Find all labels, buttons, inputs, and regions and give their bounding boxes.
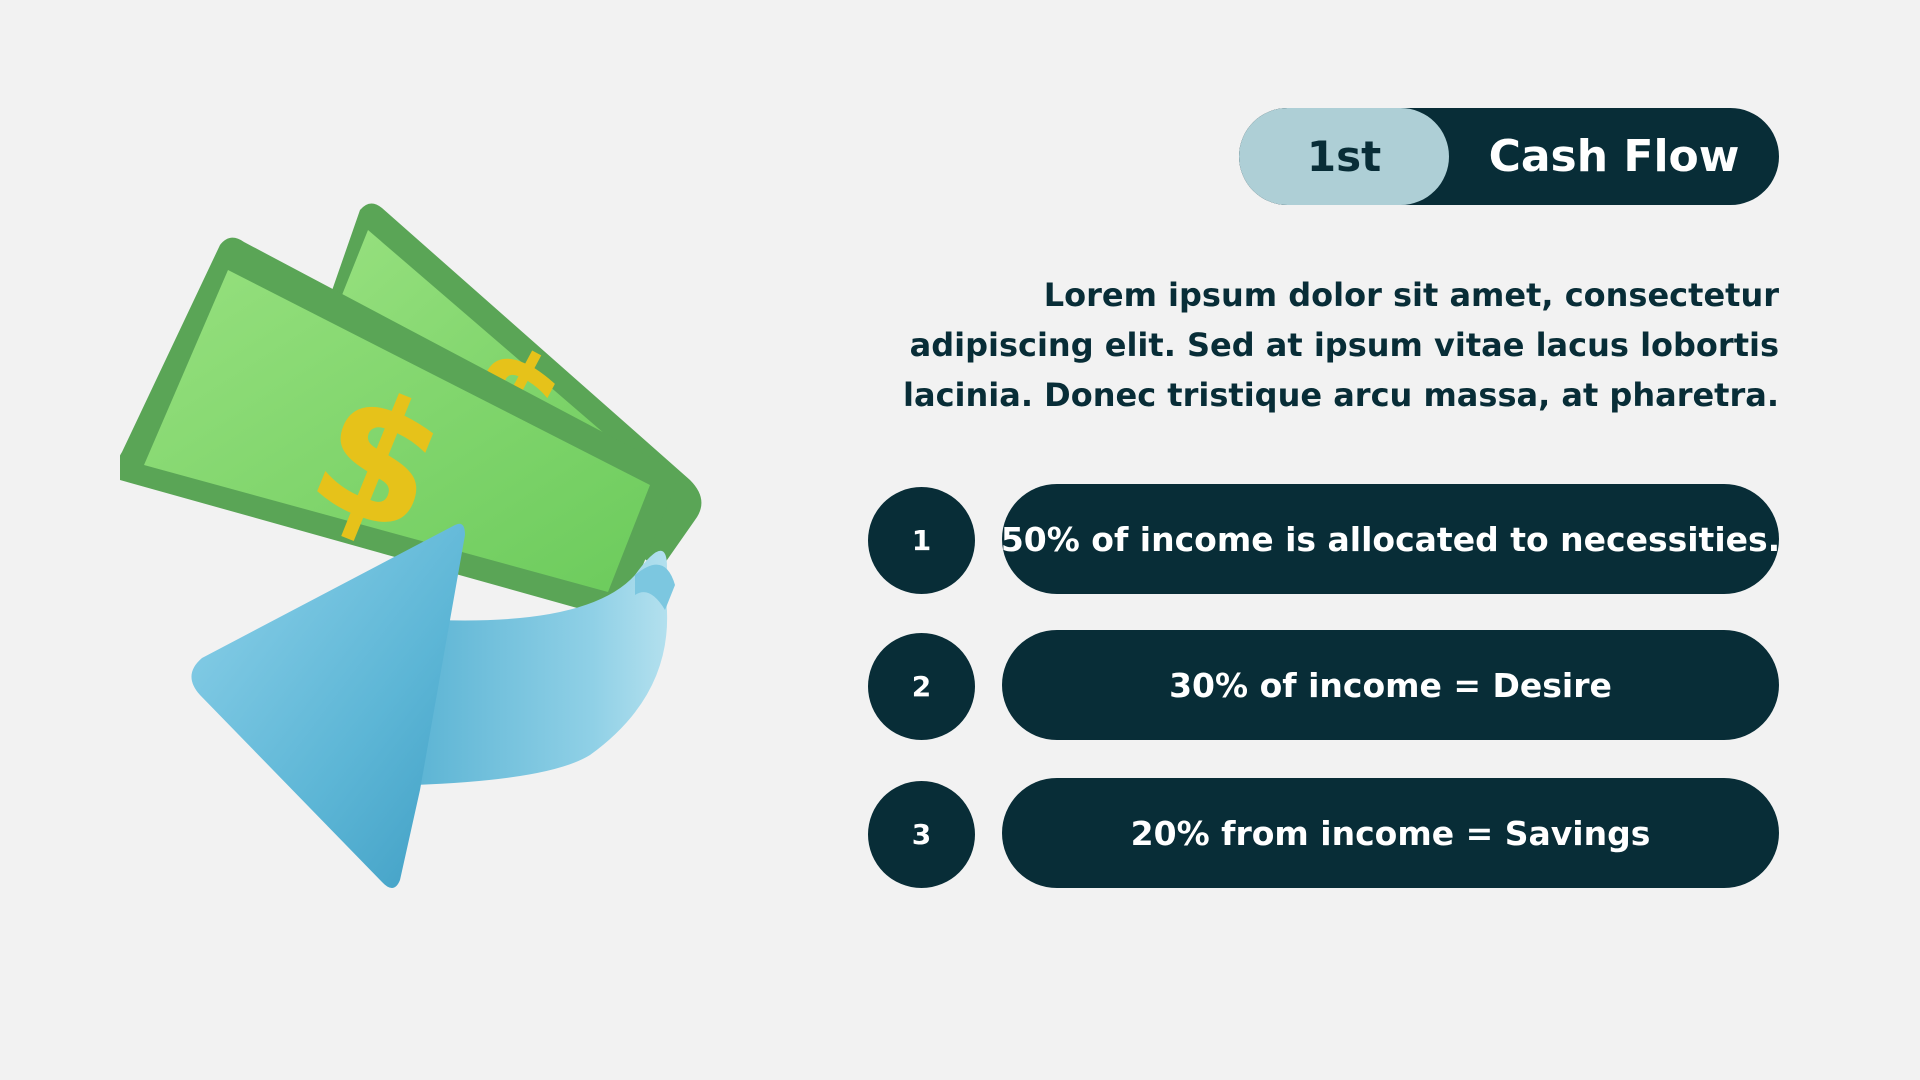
arrow-band	[415, 550, 668, 785]
list-item: 1 50% of income is allocated to necessit…	[868, 484, 1780, 594]
list-item-number: 1	[868, 487, 975, 594]
page-title: Cash Flow	[1488, 131, 1740, 182]
money-cash-flow-icon: $ $	[120, 203, 702, 889]
list-item: 3 20% from income = Savings	[868, 778, 1779, 888]
list-item-text: 30% of income = Desire	[1002, 630, 1779, 740]
list-item-text: 20% from income = Savings	[1002, 778, 1779, 888]
title-number: 1st	[1239, 108, 1449, 205]
list-item-number: 2	[868, 633, 975, 740]
list-item: 2 30% of income = Desire	[868, 630, 1779, 740]
title-badge: 1st Cash Flow	[1239, 108, 1779, 205]
arrow-head	[191, 523, 465, 889]
list-item-text: 50% of income is allocated to necessitie…	[1001, 484, 1780, 594]
list-item-number: 3	[868, 781, 975, 888]
description-text: Lorem ipsum dolor sit amet, consectetur …	[903, 276, 1779, 414]
allocation-list: 1 50% of income is allocated to necessit…	[868, 484, 1780, 890]
